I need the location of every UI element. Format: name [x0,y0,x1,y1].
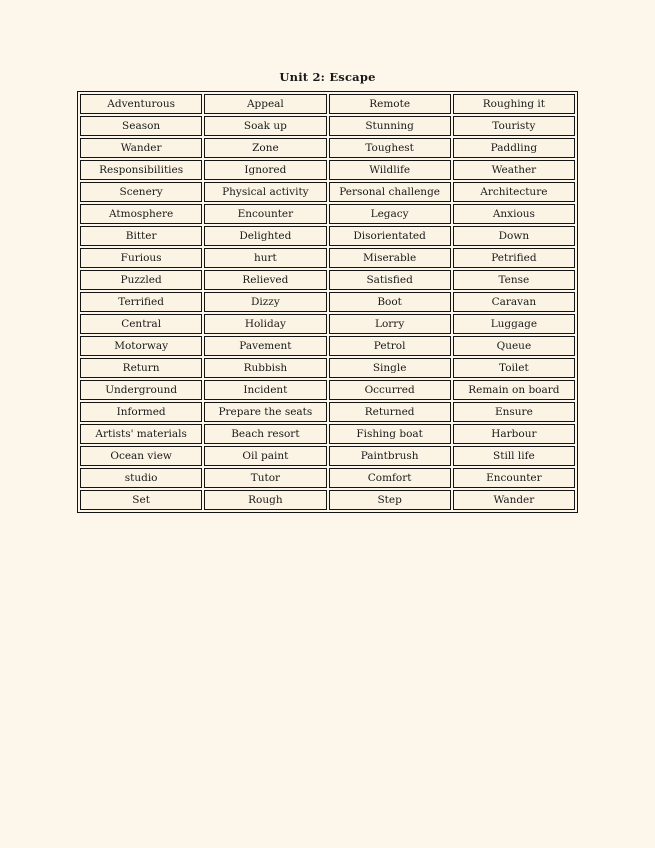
table-row: Motorway Pavement Petrol Queue [80,336,575,356]
table-cell: Harbour [452,424,575,444]
table-cell: Encounter [452,468,575,488]
table-row: Central Holiday Lorry Luggage [80,314,575,334]
table-row: Scenery Physical activity Personal challen… [80,182,575,202]
page-title: Unit 2: Escape [279,70,376,84]
table-cell: Furious [80,248,203,268]
table-row: Furious hurt Miserable Petrified [80,248,575,268]
table-cell: Step [328,490,451,510]
table-cell: Ocean view [80,446,203,466]
table-cell: Central [80,314,203,334]
table-cell: Anxious [452,204,575,224]
table-cell: Incident [204,380,327,400]
table-cell: Queue [452,336,575,356]
table-row: Underground Incident Occurred Remain on boa… [80,380,575,400]
table-cell: Puzzled [80,270,203,290]
table-cell: Wander [452,490,575,510]
table-row: Set Rough Step Wander [80,490,575,510]
table-cell: Beach resort [204,424,327,444]
table-cell: Encounter [204,204,327,224]
table-cell: Satisfied [328,270,451,290]
table-cell: Delighted [204,226,327,246]
table-row: Bitter Delighted Disorientated Down [80,226,575,246]
table-cell: Oil paint [204,446,327,466]
table-cell: Single [328,358,451,378]
table-row: Wander Zone Toughest Paddling [80,138,575,158]
table-cell: Zone [204,138,327,158]
table-cell: Wildlife [328,160,451,180]
table-row: Puzzled Relieved Satisfied Tense [80,270,575,290]
table-cell: Artists' materials [80,424,203,444]
table-row: Adventurous Appeal Remote Roughing it [80,94,575,114]
table-cell: Physical activity [204,182,327,202]
table-cell: Underground [80,380,203,400]
table-cell: Tutor [204,468,327,488]
table-cell: studio [80,468,203,488]
table-cell: Personal challenge [328,182,451,202]
table-cell: Petrified [452,248,575,268]
table-cell: Adventurous [80,94,203,114]
table-cell: Petrol [328,336,451,356]
table-cell: Stunning [328,116,451,136]
table-cell: Caravan [452,292,575,312]
table-cell: Season [80,116,203,136]
table-cell: Comfort [328,468,451,488]
table-cell: Terrified [80,292,203,312]
table-cell: Paintbrush [328,446,451,466]
table-cell: Scenery [80,182,203,202]
table-row: studio Tutor Comfort Encounter [80,468,575,488]
table-cell: Responsibilities [80,160,203,180]
table-cell: Ignored [204,160,327,180]
table-cell: Dizzy [204,292,327,312]
table-cell: Motorway [80,336,203,356]
table-cell: Holiday [204,314,327,334]
table-row: Ocean view Oil paint Paintbrush Still life [80,446,575,466]
table-cell: Remain on board [452,380,575,400]
table-row: Artists' materials Beach resort Fishing bo… [80,424,575,444]
table-cell: Architecture [452,182,575,202]
table-cell: Toilet [452,358,575,378]
table-cell: Legacy [328,204,451,224]
table-cell: Tense [452,270,575,290]
table-cell: Lorry [328,314,451,334]
table-cell: Return [80,358,203,378]
table-row: Return Rubbish Single Toilet [80,358,575,378]
table-cell: Paddling [452,138,575,158]
table-cell: Rubbish [204,358,327,378]
vocab-table-body: Adventurous Appeal Remote Roughing it Season… [80,94,575,510]
table-cell: Toughest [328,138,451,158]
table-cell: Set [80,490,203,510]
table-cell: Wander [80,138,203,158]
table-cell: Soak up [204,116,327,136]
table-cell: Returned [328,402,451,422]
table-cell: Miserable [328,248,451,268]
table-row: Atmosphere Encounter Legacy Anxious [80,204,575,224]
table-row: Responsibilities Ignored Wildlife Weather [80,160,575,180]
table-cell: Still life [452,446,575,466]
table-cell: Appeal [204,94,327,114]
table-cell: Rough [204,490,327,510]
table-cell: Relieved [204,270,327,290]
table-cell: Ensure [452,402,575,422]
table-cell: Boot [328,292,451,312]
table-row: Season Soak up Stunning Touristy [80,116,575,136]
document-page: Unit 2: Escape Adventurous Appeal Remote Ro… [77,0,578,513]
table-cell: Prepare the seats [204,402,327,422]
table-cell: Remote [328,94,451,114]
table-cell: Luggage [452,314,575,334]
table-cell: hurt [204,248,327,268]
table-cell: Down [452,226,575,246]
table-cell: Atmosphere [80,204,203,224]
table-cell: Roughing it [452,94,575,114]
vocab-table: Adventurous Appeal Remote Roughing it Season… [77,91,578,513]
table-cell: Fishing boat [328,424,451,444]
table-cell: Informed [80,402,203,422]
table-cell: Touristy [452,116,575,136]
table-cell: Disorientated [328,226,451,246]
table-cell: Weather [452,160,575,180]
table-cell: Pavement [204,336,327,356]
table-row: Informed Prepare the seats Returned Ensure [80,402,575,422]
table-row: Terrified Dizzy Boot Caravan [80,292,575,312]
table-cell: Bitter [80,226,203,246]
table-cell: Occurred [328,380,451,400]
